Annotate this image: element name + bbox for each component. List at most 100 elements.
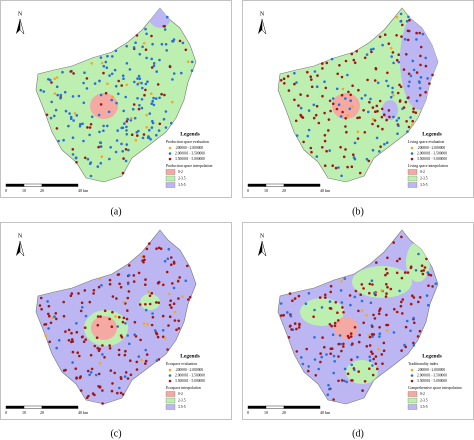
sample-point <box>352 58 356 62</box>
sample-point <box>409 74 413 78</box>
sample-point <box>115 297 118 300</box>
sample-point <box>338 334 342 337</box>
sample-point <box>126 117 129 121</box>
sample-point <box>293 297 297 300</box>
sample-point <box>385 79 388 83</box>
sample-point <box>364 94 367 97</box>
sample-point <box>133 320 137 324</box>
north-arrow <box>258 241 262 256</box>
sample-point <box>399 20 402 23</box>
sample-point <box>148 294 152 298</box>
sample-point <box>111 95 114 99</box>
sample-point <box>134 41 137 44</box>
sample-point <box>371 325 374 328</box>
sample-point <box>401 298 405 301</box>
sample-point <box>132 103 136 106</box>
sample-point <box>89 123 93 126</box>
sample-point <box>279 302 283 305</box>
sample-point <box>81 306 84 309</box>
scale-segment <box>265 405 285 409</box>
sample-point <box>422 269 426 272</box>
sample-point <box>340 174 343 178</box>
sample-point <box>411 119 414 123</box>
sample-point <box>177 327 181 330</box>
sample-point <box>310 78 313 81</box>
sample-point <box>368 359 372 362</box>
sample-point <box>324 296 327 299</box>
zones <box>84 294 160 346</box>
sample-point <box>407 15 410 19</box>
legend-title: Legends <box>422 353 442 359</box>
sample-point <box>108 317 111 321</box>
sample-point <box>172 302 176 305</box>
sample-point <box>396 132 399 135</box>
sample-point <box>363 380 367 383</box>
sample-point <box>373 119 377 122</box>
legend-subtitle: Production space interpolation <box>166 164 212 168</box>
sample-point <box>434 282 438 285</box>
sample-point <box>138 303 142 306</box>
scale-label: 0 <box>247 188 249 193</box>
sample-point <box>102 124 105 128</box>
sample-point <box>397 116 401 120</box>
sample-point <box>370 50 373 54</box>
sample-point <box>336 72 339 76</box>
sample-point <box>388 115 391 119</box>
sample-point <box>341 306 344 309</box>
sample-point <box>48 78 52 82</box>
sample-point <box>332 371 335 375</box>
sample-point <box>371 117 375 121</box>
legend-item: .200000 - 2.000000 <box>175 146 203 150</box>
scale-label: 0 <box>5 188 7 193</box>
legend-dot <box>168 152 172 155</box>
sample-point <box>101 353 104 356</box>
sample-point <box>376 367 379 371</box>
sample-point <box>148 242 151 245</box>
legend-item: 0-2 <box>178 170 183 174</box>
sample-point <box>389 95 393 99</box>
sample-point <box>59 96 62 100</box>
sample-point <box>88 300 92 304</box>
scale-label: 40 km <box>78 188 89 193</box>
scale-label: 10 <box>22 410 26 415</box>
sample-point <box>325 149 328 153</box>
sample-point <box>82 81 85 85</box>
sample-point <box>108 157 111 161</box>
sample-point <box>307 365 310 368</box>
sample-point <box>128 68 132 71</box>
sample-point <box>167 292 171 296</box>
sample-point <box>135 368 139 371</box>
sample-point <box>129 359 132 362</box>
sample-point <box>71 361 74 364</box>
sample-point <box>358 171 362 175</box>
sample-point <box>90 62 94 65</box>
sample-point <box>170 121 173 125</box>
legend-dot <box>168 146 172 150</box>
sample-point <box>145 56 148 60</box>
sample-point <box>173 319 177 322</box>
sample-point <box>62 300 65 304</box>
sample-point <box>320 355 323 359</box>
sample-point <box>395 58 399 62</box>
sample-point <box>389 46 393 50</box>
sample-point <box>129 373 133 377</box>
sample-point <box>171 282 174 285</box>
sample-point <box>126 377 130 380</box>
sample-point <box>389 287 393 291</box>
sample-point <box>378 309 381 312</box>
sample-point <box>88 162 92 165</box>
sample-point <box>53 315 56 318</box>
sample-point <box>353 295 357 299</box>
sample-point <box>48 314 51 318</box>
sample-point <box>412 316 415 320</box>
sample-point <box>400 35 403 38</box>
sample-point <box>413 321 416 325</box>
sample-point <box>373 317 377 320</box>
sample-point <box>137 107 141 111</box>
sample-point <box>384 267 388 271</box>
sample-point <box>346 372 350 376</box>
sample-point <box>337 342 340 346</box>
sample-point <box>140 358 143 361</box>
sample-point <box>97 372 101 376</box>
